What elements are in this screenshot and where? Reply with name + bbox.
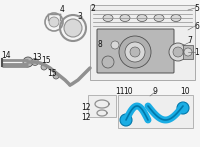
Text: 9: 9: [153, 86, 157, 96]
Circle shape: [49, 17, 59, 27]
Circle shape: [102, 56, 114, 68]
Text: 3: 3: [78, 11, 82, 20]
Circle shape: [177, 102, 189, 114]
Text: 15: 15: [41, 56, 51, 65]
Circle shape: [184, 48, 192, 56]
FancyBboxPatch shape: [97, 29, 174, 73]
Circle shape: [173, 47, 183, 57]
Circle shape: [130, 47, 140, 57]
Ellipse shape: [103, 15, 113, 21]
Text: 2: 2: [91, 4, 95, 12]
Text: 7: 7: [188, 35, 192, 45]
Circle shape: [169, 43, 187, 61]
Text: 12: 12: [81, 103, 91, 112]
Text: 6: 6: [195, 21, 199, 30]
Text: 14: 14: [1, 51, 11, 60]
Text: 12: 12: [81, 113, 91, 122]
Ellipse shape: [171, 15, 181, 21]
Text: 1: 1: [195, 47, 199, 56]
Circle shape: [23, 57, 33, 67]
Circle shape: [64, 19, 82, 37]
Circle shape: [53, 73, 59, 79]
Circle shape: [111, 41, 119, 49]
Text: 10: 10: [180, 86, 190, 96]
Ellipse shape: [154, 15, 164, 21]
Text: 4: 4: [60, 5, 64, 14]
Ellipse shape: [137, 15, 147, 21]
Circle shape: [119, 36, 151, 68]
Bar: [118, 95, 193, 128]
Bar: [90, 5, 195, 80]
Text: 15: 15: [47, 69, 57, 77]
Text: 5: 5: [195, 4, 199, 12]
Circle shape: [41, 64, 47, 70]
Bar: [183, 45, 193, 59]
Circle shape: [32, 59, 39, 66]
Text: 13: 13: [32, 52, 42, 61]
Circle shape: [125, 42, 145, 62]
Text: 8: 8: [98, 40, 102, 49]
Text: 11: 11: [115, 86, 125, 96]
Bar: [88, 95, 116, 117]
Ellipse shape: [120, 15, 130, 21]
Text: 10: 10: [123, 86, 133, 96]
Circle shape: [120, 114, 132, 126]
